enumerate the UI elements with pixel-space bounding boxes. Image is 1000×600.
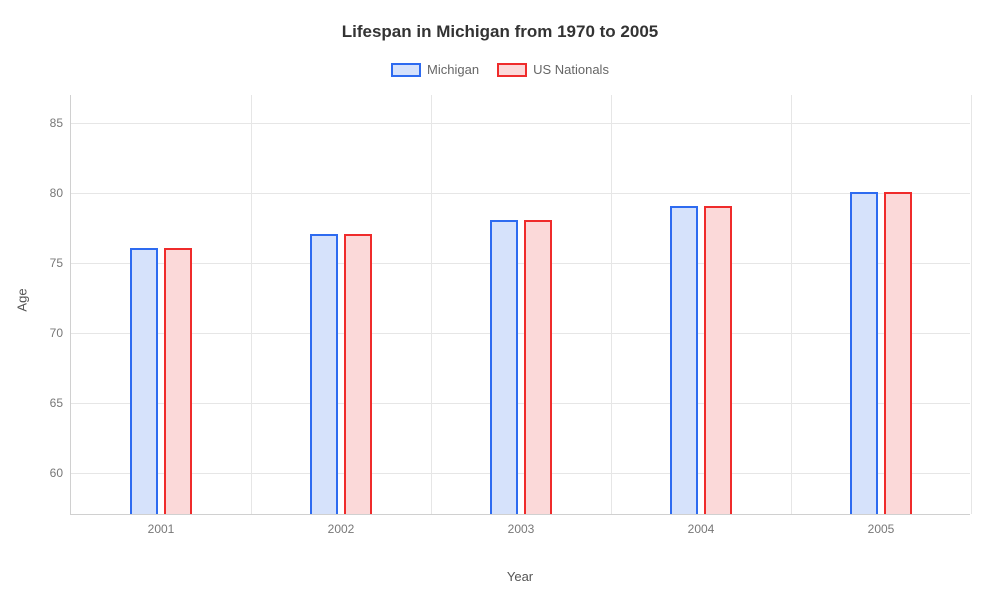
x-axis-label: Year <box>507 569 533 584</box>
bar-us-nationals <box>704 206 732 514</box>
bar-us-nationals <box>884 192 912 514</box>
chart-title: Lifespan in Michigan from 1970 to 2005 <box>0 0 1000 42</box>
legend-label-michigan: Michigan <box>427 62 479 77</box>
ytick-label: 60 <box>35 466 63 480</box>
gridline-h <box>71 263 970 264</box>
gridline-v <box>611 95 612 514</box>
gridline-v <box>251 95 252 514</box>
ytick-label: 80 <box>35 186 63 200</box>
bar-us-nationals <box>524 220 552 514</box>
bar-michigan <box>490 220 518 514</box>
legend-item-michigan: Michigan <box>391 62 479 77</box>
legend-swatch-us <box>497 63 527 77</box>
bar-us-nationals <box>164 248 192 514</box>
gridline-v <box>971 95 972 514</box>
bar-michigan <box>850 192 878 514</box>
xtick-label: 2003 <box>508 522 535 536</box>
gridline-h <box>71 333 970 334</box>
legend-swatch-michigan <box>391 63 421 77</box>
ytick-label: 85 <box>35 116 63 130</box>
legend-item-us: US Nationals <box>497 62 609 77</box>
gridline-v <box>431 95 432 514</box>
bar-michigan <box>130 248 158 514</box>
ytick-label: 70 <box>35 326 63 340</box>
xtick-label: 2001 <box>148 522 175 536</box>
legend: Michigan US Nationals <box>0 62 1000 77</box>
gridline-h <box>71 123 970 124</box>
bar-michigan <box>310 234 338 514</box>
xtick-label: 2004 <box>688 522 715 536</box>
gridline-h <box>71 473 970 474</box>
ytick-label: 65 <box>35 396 63 410</box>
plot-area: 60657075808520012002200320042005 <box>70 95 970 515</box>
y-axis-label: Age <box>15 288 30 311</box>
gridline-v <box>791 95 792 514</box>
gridline-h <box>71 193 970 194</box>
gridline-h <box>71 403 970 404</box>
ytick-label: 75 <box>35 256 63 270</box>
chart-container: Lifespan in Michigan from 1970 to 2005 M… <box>0 0 1000 600</box>
bar-michigan <box>670 206 698 514</box>
xtick-label: 2002 <box>328 522 355 536</box>
xtick-label: 2005 <box>868 522 895 536</box>
legend-label-us: US Nationals <box>533 62 609 77</box>
bar-us-nationals <box>344 234 372 514</box>
